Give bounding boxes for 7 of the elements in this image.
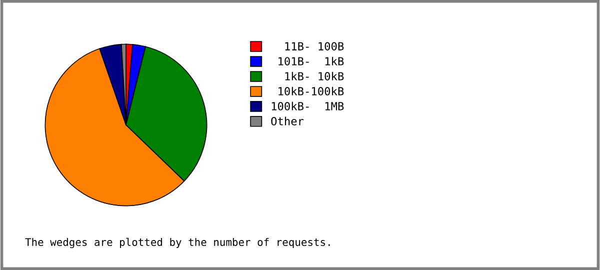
legend-label: 100kB- 1MB	[272, 102, 344, 110]
legend-label: 101B- 1kB	[278, 56, 344, 66]
legend-label: 10kB-100kB	[278, 86, 344, 96]
legend-label: 11B- 100B	[285, 42, 344, 50]
legend-label: Other	[271, 116, 304, 126]
text: The wedges are plotted by the number of requests.	[25, 238, 330, 248]
legend-label: 1kB- 10kB	[285, 72, 344, 80]
